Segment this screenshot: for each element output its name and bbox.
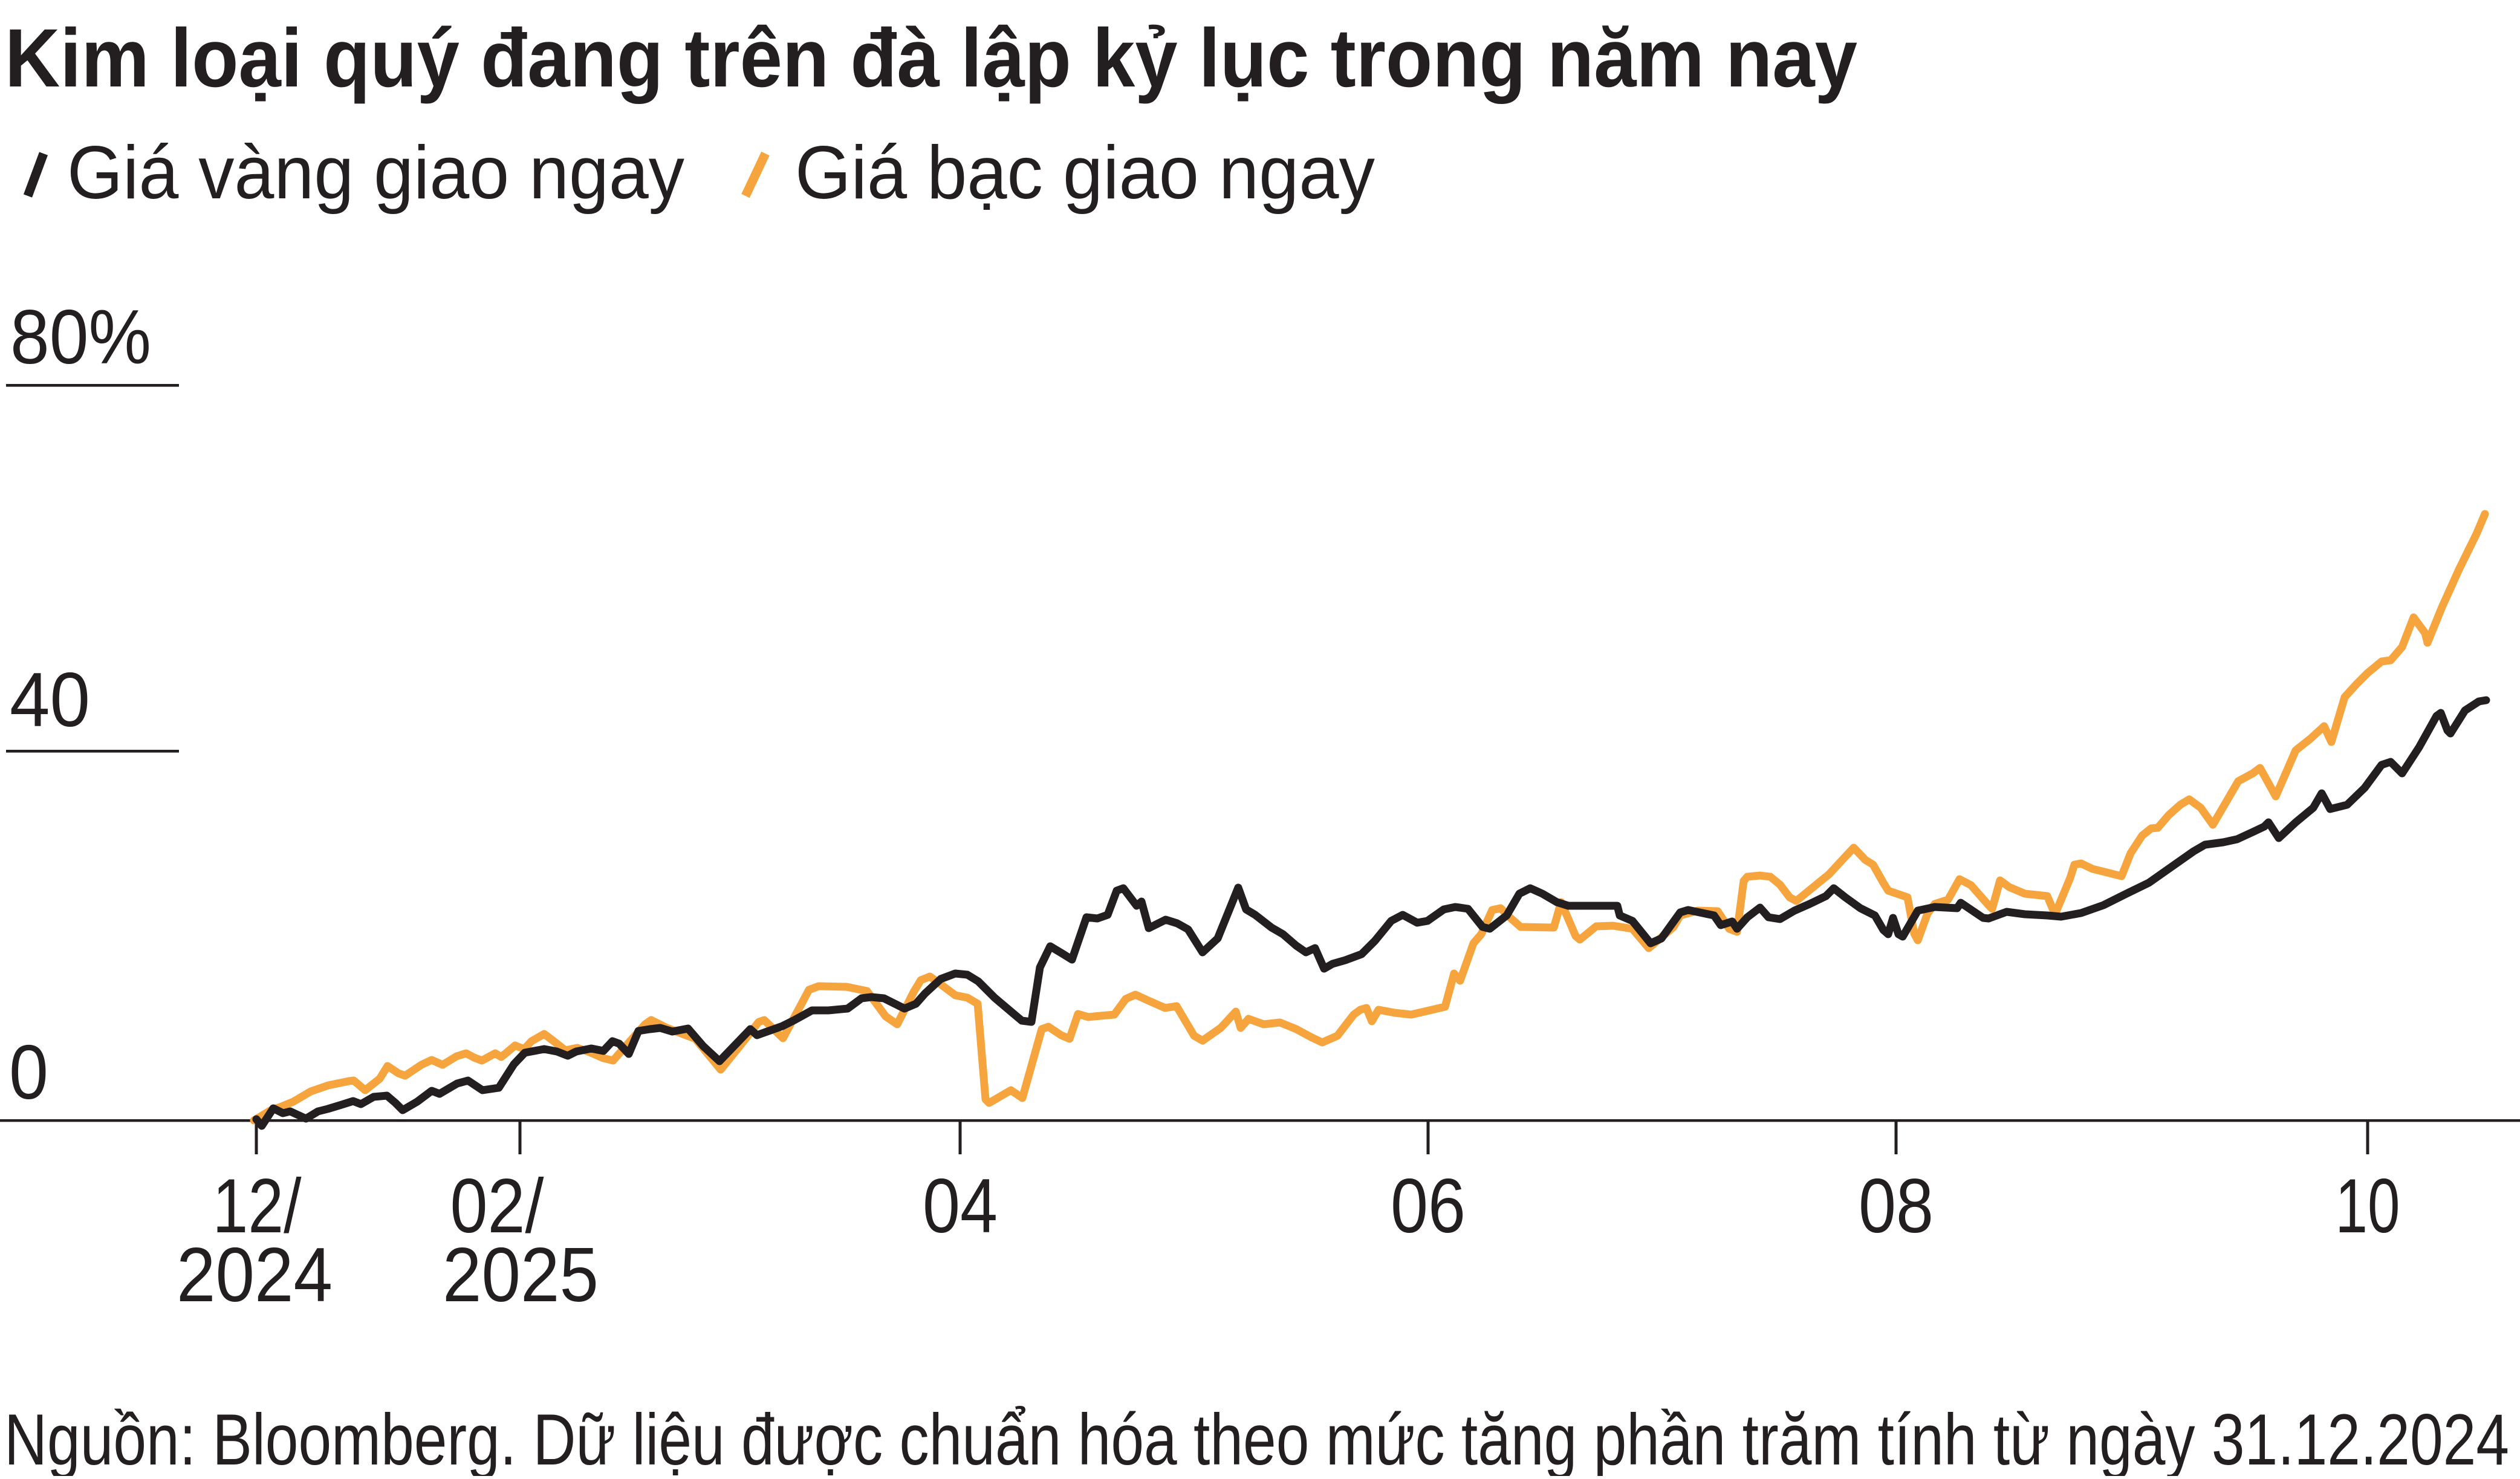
svg-text:Giá vàng giao ngay: Giá vàng giao ngay <box>67 131 684 215</box>
svg-text:10: 10 <box>2336 1163 2400 1249</box>
svg-text:02/: 02/ <box>450 1163 545 1249</box>
svg-text:08: 08 <box>1859 1163 1934 1249</box>
svg-text:06: 06 <box>1391 1163 1466 1249</box>
svg-text:2025: 2025 <box>443 1232 599 1318</box>
svg-text:2024: 2024 <box>177 1232 333 1318</box>
svg-text:40: 40 <box>10 657 90 743</box>
svg-text:12/: 12/ <box>213 1163 302 1249</box>
svg-text:Nguồn: Bloomberg. Dữ liệu được: Nguồn: Bloomberg. Dữ liệu được chuẩn hóa… <box>4 1399 2509 1476</box>
svg-text:Giá bạc giao ngay: Giá bạc giao ngay <box>795 131 1375 215</box>
svg-text:0: 0 <box>9 1029 48 1115</box>
svg-text:80%: 80% <box>10 294 151 380</box>
svg-text:04: 04 <box>923 1163 998 1249</box>
svg-text:Kim loại quý đang trên đà lập: Kim loại quý đang trên đà lập kỷ lục tro… <box>5 12 1857 105</box>
